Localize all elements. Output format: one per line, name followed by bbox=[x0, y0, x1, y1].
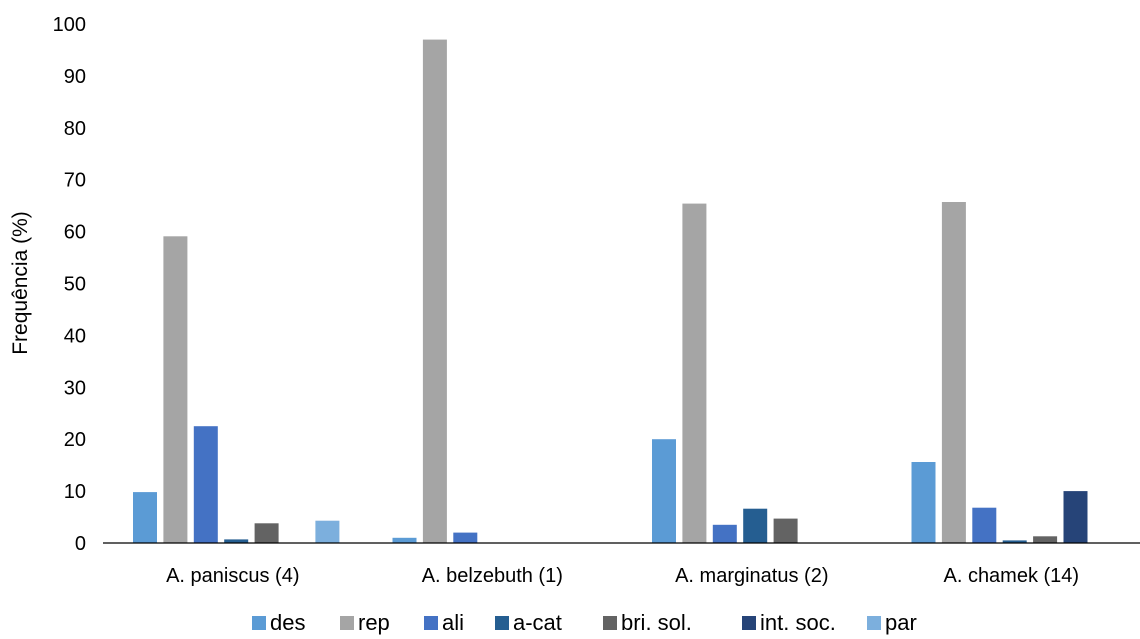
y-tick-label: 10 bbox=[64, 481, 86, 503]
legend-swatch bbox=[340, 616, 354, 630]
legend-label: par bbox=[885, 610, 917, 635]
x-category-label: A. chamek (14) bbox=[943, 565, 1079, 587]
bars bbox=[133, 39, 1088, 544]
legend-swatch bbox=[742, 616, 756, 630]
y-tick-label: 90 bbox=[64, 66, 86, 88]
bar-des bbox=[911, 462, 936, 543]
bar-rep bbox=[163, 236, 188, 544]
bar-a-cat bbox=[224, 539, 249, 543]
y-axis-title-group: Frequência (%) bbox=[9, 211, 32, 355]
legend-swatch bbox=[867, 616, 881, 630]
legend-label: a-cat bbox=[513, 610, 562, 635]
bar-rep bbox=[941, 202, 966, 543]
legend-item: a-cat bbox=[495, 610, 562, 635]
y-tick-label: 30 bbox=[64, 377, 86, 399]
legend-swatch bbox=[495, 616, 509, 630]
bar-ali bbox=[193, 426, 218, 543]
legend-swatch bbox=[603, 616, 617, 630]
legend-item: rep bbox=[340, 610, 390, 635]
y-tick-label: 20 bbox=[64, 429, 86, 451]
y-tick-label: 70 bbox=[64, 170, 86, 192]
bar-des bbox=[133, 492, 157, 543]
legend-item: par bbox=[867, 610, 917, 635]
bar-bri-sol bbox=[254, 523, 279, 543]
bar-par bbox=[315, 520, 340, 543]
legend-item: ali bbox=[424, 610, 464, 635]
bar-int-soc bbox=[1063, 491, 1088, 543]
legend-label: des bbox=[270, 610, 305, 635]
legend-item: bri. sol. bbox=[603, 610, 692, 635]
x-category-label: A. paniscus (4) bbox=[166, 565, 299, 587]
legend-swatch bbox=[252, 616, 266, 630]
bar-bri-sol bbox=[1033, 536, 1058, 543]
bar-a-cat bbox=[743, 508, 768, 543]
y-tick-label: 80 bbox=[64, 118, 86, 140]
y-tick-label: 40 bbox=[64, 325, 86, 347]
x-category-label: A. belzebuth (1) bbox=[422, 565, 563, 587]
bar-des bbox=[652, 439, 676, 543]
x-category-label: A. marginatus (2) bbox=[675, 565, 828, 587]
y-tick-label: 100 bbox=[53, 14, 86, 36]
bar-des bbox=[392, 537, 417, 543]
y-tick-label: 60 bbox=[64, 222, 86, 244]
x-axis-category-labels: A. paniscus (4) A. belzebuth (1) A. margin… bbox=[166, 565, 1079, 587]
bar-rep bbox=[682, 203, 707, 543]
y-tick-label: 50 bbox=[64, 274, 86, 296]
legend-item: des bbox=[252, 610, 305, 635]
legend: des rep ali a-cat bri. sol. int. soc. par bbox=[252, 610, 917, 635]
bar-ali bbox=[712, 524, 737, 543]
legend-swatch bbox=[424, 616, 438, 630]
y-axis-title: Frequência (%) bbox=[9, 211, 32, 355]
bar-bri-sol bbox=[773, 518, 798, 543]
legend-label: ali bbox=[442, 610, 464, 635]
legend-label: bri. sol. bbox=[621, 610, 692, 635]
y-tick-label: 0 bbox=[75, 533, 86, 555]
bar-a-cat bbox=[1002, 540, 1027, 543]
bar-ali bbox=[453, 532, 478, 543]
y-axis-ticks: 0 10 20 30 40 50 60 70 80 90 100 bbox=[53, 14, 86, 555]
bar-rep bbox=[422, 39, 447, 543]
legend-label: int. soc. bbox=[760, 610, 836, 635]
bar-ali bbox=[972, 507, 997, 543]
legend-item: int. soc. bbox=[742, 610, 836, 635]
legend-label: rep bbox=[358, 610, 390, 635]
